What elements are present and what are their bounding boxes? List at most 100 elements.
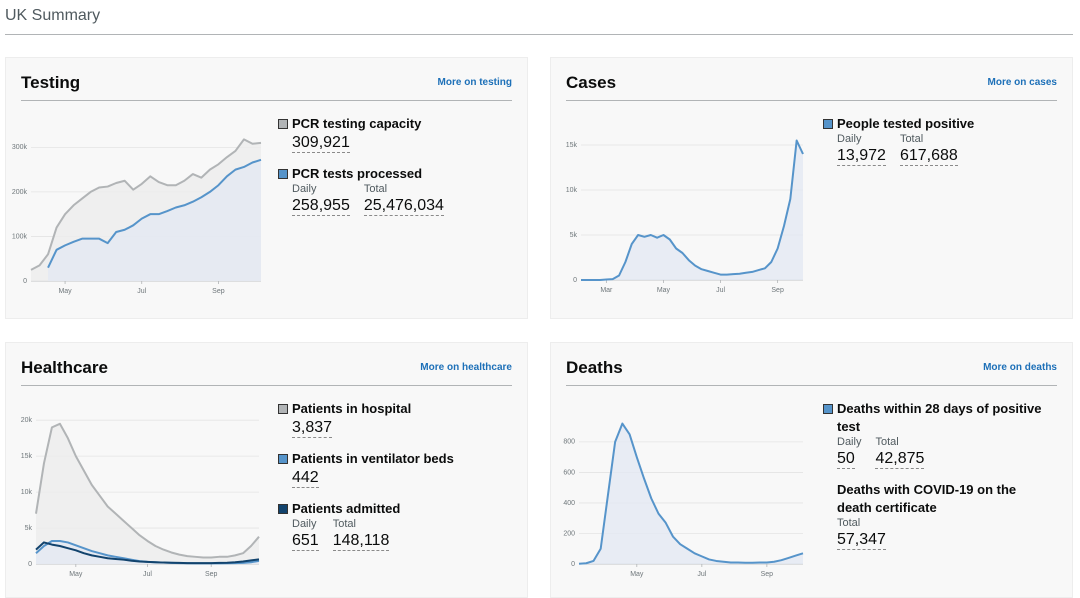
metrics: People tested positive Daily 13,972 Total 61… xyxy=(823,115,1048,178)
figure: Total 57,347 xyxy=(837,517,886,550)
metric-label-text: Patients admitted xyxy=(292,501,401,516)
x-tick-label: May xyxy=(657,287,671,294)
figure-name: Daily xyxy=(292,518,317,530)
x-tick-label: Sep xyxy=(205,571,218,578)
metric: Patients admitted Daily 651 Total 148,118 xyxy=(278,500,503,551)
metric: PCR testing capacity 309,921 xyxy=(278,115,503,153)
line xyxy=(35,541,260,565)
metric: PCR tests processed Daily 258,955 Total 25,4… xyxy=(278,165,503,216)
figures: Daily 50 Total 42,875 xyxy=(823,436,1048,469)
summary-card: Cases More on cases People tested positive… xyxy=(550,57,1073,319)
metrics: PCR testing capacity 309,921 PCR tests pro… xyxy=(278,115,503,228)
y-tick-label: 0 xyxy=(23,278,27,285)
card-title: Cases xyxy=(566,73,617,92)
figure: Daily 651 xyxy=(292,518,319,551)
figure: Daily 13,972 xyxy=(837,133,886,166)
y-tick-label: 5k xyxy=(570,232,578,239)
figure-name: Total xyxy=(363,183,388,195)
figure: 3,837 xyxy=(292,418,333,438)
page-title: UK Summary xyxy=(5,7,101,24)
more-link[interactable]: More on deaths xyxy=(983,362,1057,373)
y-tick-label: 15k xyxy=(566,142,578,149)
y-tick-label: 200 xyxy=(563,530,575,537)
legend-icon xyxy=(278,454,288,464)
card-title: Healthcare xyxy=(21,358,108,377)
area xyxy=(36,540,259,564)
divider xyxy=(5,34,1073,35)
figures: Daily 13,972 Total 617,688 xyxy=(823,133,1048,166)
figure: Total 25,476,034 xyxy=(363,183,444,216)
y-tick-label: 100k xyxy=(12,233,28,240)
figure-name: Daily xyxy=(292,183,317,195)
area xyxy=(48,159,262,281)
y-tick-label: 0 xyxy=(571,561,575,568)
metric-label: PCR tests processed xyxy=(278,165,503,183)
legend-icon xyxy=(278,169,288,179)
summary-card: Testing More on testing PCR testing capaci… xyxy=(5,57,528,319)
more-link[interactable]: More on cases xyxy=(987,77,1057,88)
line xyxy=(578,422,804,565)
metric-label-text: Patients in ventilator beds xyxy=(292,451,454,466)
figure: Total 617,688 xyxy=(899,133,958,166)
figure-name: Total xyxy=(875,436,899,448)
legend-icon xyxy=(278,504,288,514)
figure: Total 42,875 xyxy=(875,436,925,469)
card-divider xyxy=(566,100,1057,101)
y-tick-label: 300k xyxy=(12,144,28,151)
card-divider xyxy=(21,385,512,386)
chart: 0 5k 10k 15k Mar May Jul Sep xyxy=(566,139,804,294)
figure-name: Daily xyxy=(837,133,862,145)
y-tick-label: 5k xyxy=(25,525,33,532)
more-link[interactable]: More on testing xyxy=(437,77,512,88)
metric-label-text: Patients in hospital xyxy=(292,401,412,416)
metric-label: Patients in ventilator beds xyxy=(278,450,503,468)
chart: 0 100k 200k 300k May Jul Sep xyxy=(12,138,262,295)
summary-card: Deaths More on deaths Deaths within 28 day… xyxy=(550,342,1073,598)
figure-value: 651 xyxy=(292,532,319,551)
y-tick-label: 10k xyxy=(21,489,33,496)
metric-label-text: PCR tests processed xyxy=(292,166,423,181)
figures: 3,837 xyxy=(278,418,503,438)
figure-value: 42,875 xyxy=(875,450,925,469)
metric-label-text: Deaths with COVID-19 on the death certif… xyxy=(837,482,1017,515)
figure-name: Daily xyxy=(837,436,862,448)
metrics: Patients in hospital 3,837 Patients in ven… xyxy=(278,400,503,563)
x-tick-label: Sep xyxy=(771,287,784,294)
figures: Daily 651 Total 148,118 xyxy=(278,518,503,551)
metrics: Deaths within 28 days of positive test Da… xyxy=(823,400,1048,562)
metric-label: Patients in hospital xyxy=(278,400,503,418)
y-tick-label: 20k xyxy=(21,417,33,424)
metric-label: PCR testing capacity xyxy=(278,115,503,133)
x-tick-label: May xyxy=(630,571,644,578)
line xyxy=(35,422,260,559)
y-tick-label: 15k xyxy=(21,453,33,460)
x-tick-label: Jul xyxy=(137,288,146,295)
x-tick-label: Mar xyxy=(600,287,613,294)
metric: Patients in hospital 3,837 xyxy=(278,400,503,438)
figures: Total 57,347 xyxy=(823,517,1048,550)
more-link[interactable]: More on healthcare xyxy=(420,362,512,373)
x-tick-label: Jul xyxy=(716,287,725,294)
metric-label: People tested positive xyxy=(823,115,1048,133)
figure: 309,921 xyxy=(292,133,350,153)
y-tick-label: 200k xyxy=(12,189,28,196)
area xyxy=(581,140,803,280)
figure: Total 148,118 xyxy=(332,518,390,551)
legend-icon xyxy=(278,119,288,129)
chart: 0 200 400 600 800 May Jul Sep xyxy=(563,422,804,578)
y-tick-label: 600 xyxy=(563,469,575,476)
x-tick-label: May xyxy=(69,571,83,578)
card-divider xyxy=(21,100,512,101)
x-tick-label: Sep xyxy=(212,288,225,295)
figure: Daily 50 xyxy=(837,436,861,469)
figure-name: Total xyxy=(332,518,356,530)
metric-label-text: PCR testing capacity xyxy=(292,116,422,131)
area xyxy=(579,423,803,564)
line xyxy=(30,138,262,271)
x-tick-label: Sep xyxy=(761,571,774,578)
y-tick-label: 0 xyxy=(573,277,577,284)
figures: 442 xyxy=(278,468,503,488)
metric: Deaths within 28 days of positive test Da… xyxy=(823,400,1048,469)
card-title: Testing xyxy=(21,73,81,92)
figure-value: 617,688 xyxy=(899,147,958,166)
